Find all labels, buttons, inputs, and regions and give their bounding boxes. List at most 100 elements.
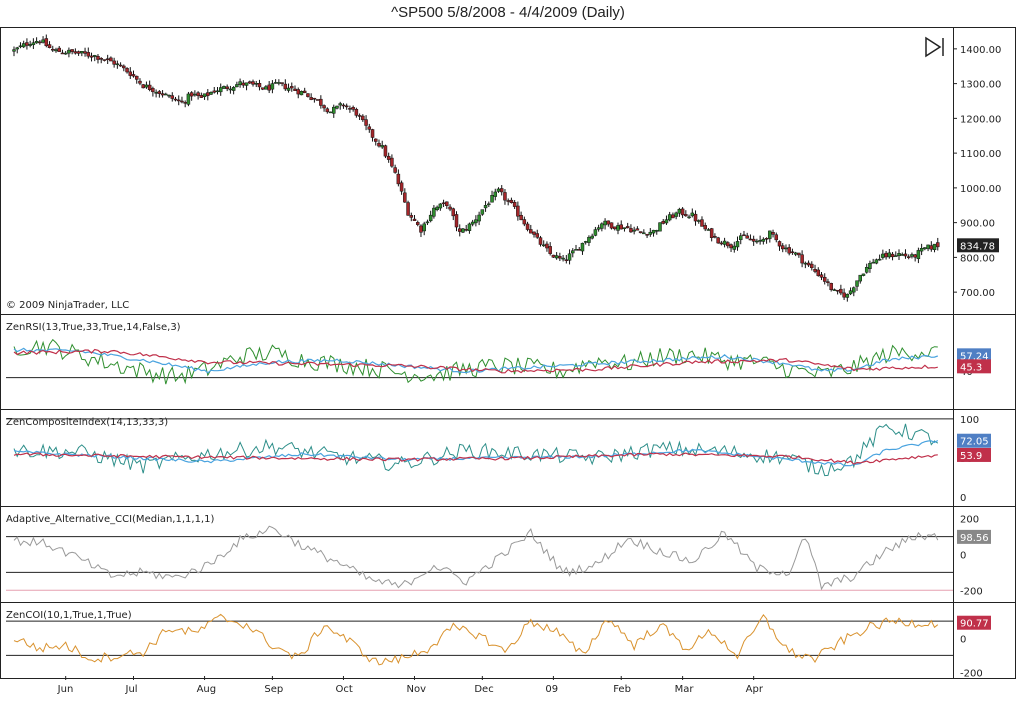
candle-body-down bbox=[751, 238, 756, 242]
candle-body-down bbox=[196, 92, 200, 97]
candle-body-up bbox=[758, 240, 762, 242]
candle-body-down bbox=[141, 84, 145, 89]
candle bbox=[454, 211, 459, 232]
indicator-title: ZenCOI(10,1,True,1,True) bbox=[6, 610, 132, 621]
candle-body-down bbox=[102, 59, 107, 61]
candle bbox=[726, 241, 730, 249]
candle-body-down bbox=[409, 215, 414, 218]
candle-body-down bbox=[412, 218, 417, 221]
candle-body-down bbox=[806, 262, 811, 266]
candle-body-down bbox=[903, 253, 908, 257]
candle-body-up bbox=[910, 254, 914, 257]
candle-body-up bbox=[238, 81, 242, 85]
candle bbox=[722, 237, 727, 248]
candle-body-down bbox=[842, 292, 846, 298]
x-tick-label: Oct bbox=[335, 684, 352, 695]
candle bbox=[199, 92, 204, 99]
price-tick-label: 1000.00 bbox=[960, 184, 1001, 195]
candle bbox=[322, 104, 326, 112]
candle bbox=[477, 211, 481, 226]
candle-body-down bbox=[364, 119, 368, 126]
candle-body-down bbox=[306, 93, 310, 97]
candle bbox=[784, 244, 788, 253]
candle-body-up bbox=[881, 253, 885, 258]
candle bbox=[60, 49, 65, 55]
candle-body-down bbox=[283, 83, 288, 90]
candle bbox=[619, 220, 623, 230]
candle-body-down bbox=[890, 253, 895, 258]
candle-body-down bbox=[25, 42, 29, 46]
candle-body-down bbox=[73, 51, 78, 54]
candle bbox=[251, 79, 255, 87]
candle-body-down bbox=[44, 38, 49, 47]
candle-body-down bbox=[719, 242, 724, 245]
x-tick-label: Feb bbox=[613, 684, 631, 695]
candle-body-up bbox=[286, 87, 291, 91]
candle bbox=[432, 205, 436, 219]
play-pause-icon[interactable] bbox=[925, 36, 944, 58]
candle bbox=[664, 215, 669, 225]
candle bbox=[312, 97, 317, 103]
candle-body-up bbox=[738, 235, 743, 241]
candle-body-down bbox=[906, 256, 911, 258]
candle-body-up bbox=[858, 274, 863, 282]
candle bbox=[671, 212, 675, 219]
candle-body-down bbox=[564, 259, 569, 261]
candle-body-down bbox=[548, 246, 552, 254]
candle bbox=[160, 90, 165, 98]
candle-body-down bbox=[716, 237, 720, 244]
candle bbox=[574, 244, 578, 251]
candle bbox=[826, 278, 830, 287]
candles bbox=[12, 34, 940, 302]
candle-body-down bbox=[76, 51, 81, 54]
candle-body-down bbox=[96, 55, 100, 60]
candle-body-up bbox=[338, 103, 342, 106]
candle bbox=[231, 86, 236, 95]
candle-body-down bbox=[457, 228, 462, 232]
candle bbox=[829, 282, 833, 292]
candle-body-up bbox=[593, 229, 598, 236]
candle bbox=[428, 210, 433, 223]
candle-body-up bbox=[422, 223, 426, 232]
indicator-tick-label: -200 bbox=[960, 669, 983, 680]
candle bbox=[92, 54, 97, 62]
candle bbox=[936, 237, 940, 251]
candle-body-down bbox=[206, 92, 210, 96]
candle bbox=[157, 89, 162, 98]
candle-body-up bbox=[480, 209, 485, 215]
candle bbox=[810, 261, 814, 271]
candle-body-down bbox=[419, 225, 423, 233]
candle-body-down bbox=[445, 201, 449, 206]
indicator-value-badge bbox=[957, 447, 991, 462]
candle bbox=[28, 40, 32, 48]
candle bbox=[635, 226, 640, 231]
x-tick-label: Aug bbox=[197, 684, 217, 695]
candle bbox=[667, 211, 672, 222]
candle-body-up bbox=[603, 220, 607, 226]
candle-body-down bbox=[506, 200, 510, 202]
candle bbox=[361, 114, 365, 122]
indicator-value-label: 72.05 bbox=[960, 437, 989, 448]
candle bbox=[403, 188, 407, 203]
candle bbox=[212, 87, 217, 94]
candle-body-down bbox=[771, 232, 775, 235]
candle bbox=[684, 210, 688, 217]
candle bbox=[864, 263, 869, 274]
candle-body-down bbox=[241, 82, 246, 86]
candle-body-down bbox=[884, 252, 888, 258]
candle bbox=[874, 258, 879, 265]
play-triangle[interactable] bbox=[925, 36, 942, 58]
candle bbox=[819, 272, 824, 281]
candle-body-down bbox=[260, 87, 265, 90]
candle-body-down bbox=[609, 222, 614, 229]
chart-title: ^SP500 5/8/2008 - 4/4/2009 (Daily) bbox=[391, 4, 625, 21]
candle bbox=[80, 51, 84, 57]
indicator-series-line bbox=[13, 525, 939, 591]
candle-body-up bbox=[477, 214, 481, 222]
candle-body-down bbox=[835, 289, 840, 292]
candle-body-up bbox=[926, 244, 930, 249]
candle-body-down bbox=[826, 281, 830, 283]
candle-body-down bbox=[816, 269, 821, 276]
